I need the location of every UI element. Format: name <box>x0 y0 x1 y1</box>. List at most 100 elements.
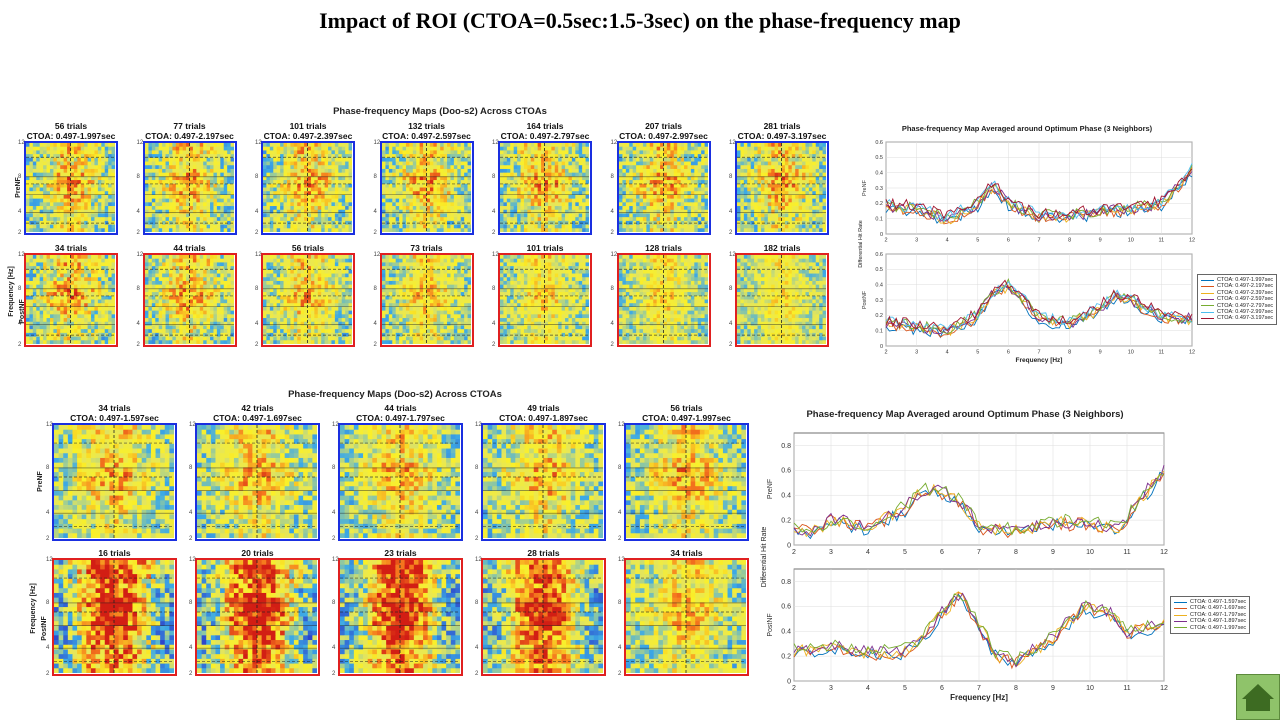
heatmap-cell <box>426 158 430 162</box>
heatmap-cell <box>670 206 674 210</box>
heatmap-cell <box>575 202 579 206</box>
heatmap-cell <box>416 213 420 217</box>
heatmap-cell <box>764 143 768 147</box>
heatmap-cell <box>646 158 650 162</box>
heatmap-cell <box>517 188 521 192</box>
heatmap-cell <box>555 147 559 151</box>
heatmap-cell <box>43 210 47 214</box>
heatmap-cell <box>290 184 294 188</box>
heatmap-cell <box>94 225 98 229</box>
heatmap-cell <box>663 158 667 162</box>
heatmap-cell <box>440 228 444 232</box>
heatmap-cell <box>680 217 684 221</box>
heatmap-cell <box>751 143 755 147</box>
heatmap-cell <box>464 213 468 217</box>
heatmap-cell <box>98 169 102 173</box>
heatmap-cell <box>40 292 44 296</box>
heatmap-cell <box>91 266 95 270</box>
heatmap-cell <box>467 188 470 192</box>
heatmap-cell <box>656 225 660 229</box>
heatmap-cell <box>565 180 569 184</box>
heatmap-cell <box>764 228 768 232</box>
heatmap-cell <box>36 143 40 147</box>
heatmap-cell <box>105 195 109 199</box>
heatmap-cell <box>294 225 298 229</box>
heatmap-cell <box>565 143 569 147</box>
heatmap-cell <box>36 217 40 221</box>
heatmap-cell <box>74 285 78 289</box>
heatmap-cell <box>47 311 51 315</box>
heatmap-cell <box>108 217 112 221</box>
heatmap-cell <box>342 213 346 217</box>
heatmap-cell <box>642 169 646 173</box>
heatmap-cell <box>57 296 61 300</box>
heatmap-cell <box>101 165 105 169</box>
heatmap-cell <box>148 147 152 151</box>
heatmap-cell <box>464 165 468 169</box>
heatmap-cell <box>632 154 636 158</box>
heatmap-cell <box>216 210 220 214</box>
heatmap-cell <box>71 325 75 329</box>
heatmap-cell <box>277 154 281 158</box>
heatmap-cell <box>88 180 92 184</box>
heatmap-cell <box>308 147 312 151</box>
heatmap-cell <box>64 225 68 229</box>
heatmap-cell <box>764 162 768 166</box>
heatmap-cell <box>57 199 61 203</box>
heatmap-cell <box>426 143 430 147</box>
heatmap-cell <box>737 165 741 169</box>
heatmap-cell <box>649 162 653 166</box>
trial-count-label: 34 trials <box>24 243 118 253</box>
heatmap-cell <box>26 255 30 259</box>
heatmap-cell <box>503 162 507 166</box>
heatmap-cell <box>792 199 796 203</box>
heatmap-cell <box>629 202 633 206</box>
heatmap-cell <box>572 180 576 184</box>
heatmap-cell <box>84 274 88 278</box>
heatmap-cell <box>500 210 504 214</box>
heatmap-cell <box>33 318 37 322</box>
heatmap-cell <box>649 165 653 169</box>
heatmap-cell <box>162 228 166 232</box>
heatmap-cell <box>284 150 288 154</box>
heatmap-cell <box>649 158 653 162</box>
heatmap-cell <box>782 217 786 221</box>
heatmap-cell <box>94 314 98 318</box>
heatmap-cell <box>460 184 464 188</box>
heatmap-cell <box>538 206 542 210</box>
heatmap-cell <box>503 165 507 169</box>
heatmap-cell <box>680 173 684 177</box>
heatmap-cell <box>314 165 318 169</box>
heatmap-cell <box>338 199 342 203</box>
heatmap-cell <box>294 217 298 221</box>
heatmap-cell <box>165 173 169 177</box>
heatmap-cell <box>50 173 54 177</box>
heatmap-cell <box>388 150 392 154</box>
heatmap-cell <box>335 213 339 217</box>
heatmap-cell <box>548 162 552 166</box>
heatmap-cell <box>754 195 758 199</box>
heatmap-cell <box>629 210 633 214</box>
heatmap-cell <box>788 154 792 158</box>
heatmap-cell <box>335 162 339 166</box>
heatmap-cell <box>680 188 684 192</box>
heatmap-cell <box>101 277 105 281</box>
heatmap-cell <box>277 169 281 173</box>
heatmap-cell <box>77 147 81 151</box>
heatmap-cell <box>409 195 413 199</box>
heatmap-cell <box>785 213 789 217</box>
heatmap-cell <box>812 210 816 214</box>
heatmap-cell <box>440 213 444 217</box>
heatmap-cell <box>562 225 566 229</box>
heatmap-cell <box>812 173 816 177</box>
heatmap-cell <box>91 143 95 147</box>
heatmap-cell <box>514 147 518 151</box>
heatmap-cell <box>50 213 54 217</box>
heatmap-cell <box>792 154 796 158</box>
ctoa-label: CTOA: 0.497-2.597sec <box>380 131 474 141</box>
y-tick-label: 12 <box>611 140 618 146</box>
heatmap-cell <box>799 225 803 229</box>
slide-title: Impact of ROI (CTOA=0.5sec:1.5-3sec) on … <box>0 8 1280 34</box>
heatmap-cell <box>165 162 169 166</box>
heatmap-cell <box>457 206 461 210</box>
